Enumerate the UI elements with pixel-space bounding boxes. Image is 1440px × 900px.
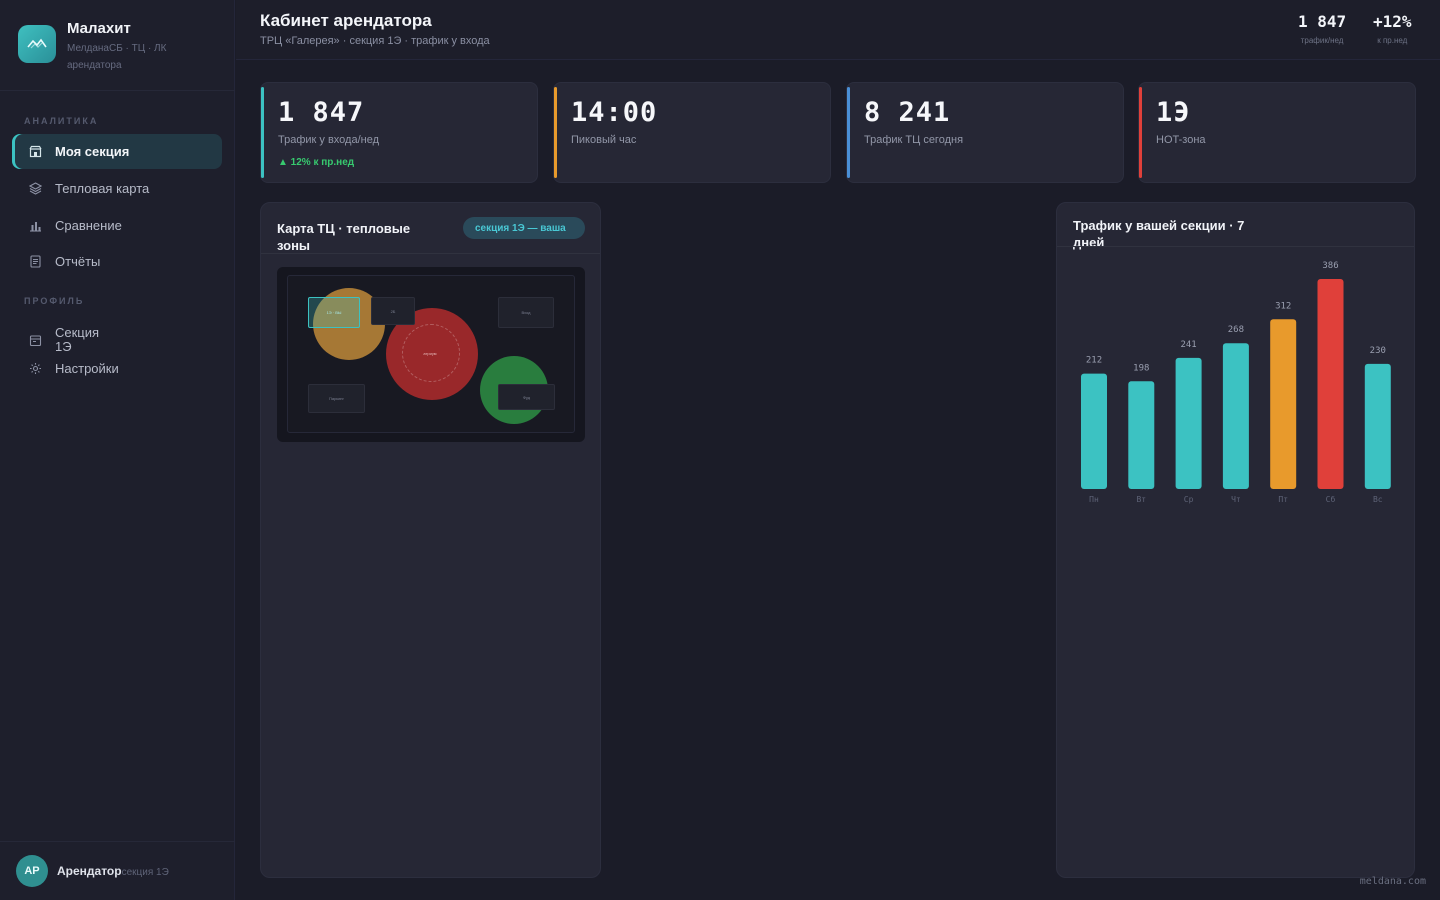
map-panel: Карта ТЦ · тепловые зоны секция 1Э — ваш… [260,202,601,878]
bar-Сб[interactable] [1317,279,1344,489]
sidebar-item-label: Настройки [55,361,119,376]
kpi-card-peak-hour: 14:00 Пиковый час [553,82,831,183]
sidebar: Малахит МелданаСБ · ТЦ · ЛК арендатора А… [0,0,235,900]
page-title: Кабинет арендатора [260,11,432,30]
shop-1e[interactable]: 1Э · ВЫ [308,297,360,328]
kpi-label: HOT-зона [1156,134,1206,146]
storefront-icon [28,333,42,347]
kpi-accent [847,87,850,178]
header-stat-traffic: 1 847 трафик/нед [1298,12,1346,45]
store-icon [28,145,42,159]
header-stat-label: к пр.нед [1377,36,1408,45]
x-tick-label: Сб [1326,494,1336,504]
bar-value-label: 268 [1228,325,1244,335]
section-label-analytics: АНАЛИТИКА [24,116,99,126]
zone-label-atrium: атриум [423,350,437,356]
x-tick-label: Пт [1278,495,1288,504]
bar-value-label: 212 [1086,356,1102,366]
shop-food[interactable]: Фуд [498,384,555,410]
bar-Пн[interactable] [1081,373,1107,489]
bar-value-label: 198 [1133,363,1149,373]
sidebar-item-label: Моя секция [55,144,130,159]
header-stat-label: трафик/нед [1300,36,1344,45]
kpi-value: 8 241 [864,97,951,128]
bar-value-label: 386 [1322,261,1338,271]
x-tick-label: Ср [1184,495,1194,504]
divider [1057,246,1414,247]
brand-subtitle: МелданаСБ · ТЦ · ЛК арендатора [67,43,167,71]
kpi-value: 1 847 [278,97,365,128]
panel-title: Карта ТЦ · тепловые зоны [277,221,411,253]
bar-Ср[interactable] [1175,357,1202,489]
header: Кабинет арендатора ТРЦ «Галерея» · секци… [236,0,1440,60]
section-label-profile: ПРОФИЛЬ [24,296,85,306]
kpi-accent [1139,87,1142,178]
heatmap[interactable]: 1Э · ВЫ 2Б Вход атриум Паркинг Фуд [277,267,585,442]
section-badge: секция 1Э — ваша [463,217,585,239]
brand: Малахит МелданаСБ · ТЦ · ЛК арендатора [18,18,223,74]
kpi-card-traffic: 1 847 Трафик у входа/нед ▲ 12% к пр.нед [260,82,538,183]
bar-value-label: 241 [1180,340,1196,350]
sidebar-item-section-1e[interactable]: Секция 1Э [12,322,222,358]
page-subtitle: ТРЦ «Галерея» · секция 1Э · трафик у вхо… [260,35,490,47]
kpi-accent [261,87,264,178]
brand-name: Малахит [67,20,131,37]
shop-parking[interactable]: Паркинг [308,384,365,413]
sidebar-item-label: Отчёты [55,254,101,269]
kpi-card-mall-traffic: 8 241 Трафик ТЦ сегодня [846,82,1124,183]
kpi-delta: ▲ 12% к пр.нед [278,157,355,168]
sidebar-item-heatmap[interactable]: Тепловая карта [12,171,222,206]
user-section: секция 1Э [121,867,169,878]
x-tick-label: Чт [1231,495,1241,504]
bar-Вс[interactable] [1364,363,1391,489]
header-stat-value: 1 847 [1298,12,1347,31]
bar-Пт[interactable] [1270,319,1297,489]
sidebar-item-label: Сравнение [55,218,122,233]
sidebar-item-my-section[interactable]: Моя секция [12,134,222,169]
gear-icon [28,362,42,376]
bar-Вт[interactable] [1128,381,1155,489]
bar-chart-icon [28,219,42,233]
sidebar-item-settings[interactable]: Настройки [12,351,222,386]
kpi-label: Трафик ТЦ сегодня [864,134,964,146]
traffic-chart-panel: Трафик у вашей секции · 7 дней 212 Пн 198 В… [1056,202,1415,878]
kpi-card-hot-zone: 1Э HOT-зона [1138,82,1416,183]
divider [261,253,600,254]
x-tick-label: Вт [1136,495,1146,504]
kpi-value: 14:00 [571,97,658,128]
logo-icon [18,25,56,63]
watermark: meldana.com [1359,876,1426,887]
sidebar-item-label: Тепловая карта [55,181,150,196]
floor-plan: 1Э · ВЫ 2Б Вход атриум Паркинг Фуд [287,275,575,433]
bar-value-label: 230 [1370,346,1386,356]
sidebar-item-reports[interactable]: Отчёты [12,244,222,279]
sidebar-item-compare[interactable]: Сравнение [12,208,222,243]
bar-Чт[interactable] [1222,343,1249,489]
divider [0,841,235,842]
shop-entrance[interactable]: Вход [498,297,554,328]
kpi-label: Пиковый час [571,134,637,146]
kpi-value: 1Э [1156,97,1191,128]
avatar[interactable]: АР [16,855,48,887]
user-info[interactable]: Арендаторсекция 1Э [57,864,169,878]
layers-icon [28,182,42,196]
shop-2b[interactable]: 2Б [371,297,415,325]
user-name: Арендатор [57,864,122,878]
sidebar-item-label: Секция 1Э [55,325,100,354]
header-stat-growth: +12% к пр.нед [1373,12,1412,45]
header-stat-value: +12% [1373,12,1412,31]
traffic-bar-chart: 212 Пн 198 Вт 241 Ср 268 Чт 312 Пт 386 Сб 230 Вс [1081,261,1391,504]
divider [0,90,235,91]
bar-value-label: 312 [1275,301,1291,311]
x-tick-label: Вс [1373,495,1383,504]
kpi-accent [554,87,557,178]
document-icon [28,255,42,269]
x-tick-label: Пн [1089,495,1099,504]
kpi-label: Трафик у входа/нед [278,134,380,146]
